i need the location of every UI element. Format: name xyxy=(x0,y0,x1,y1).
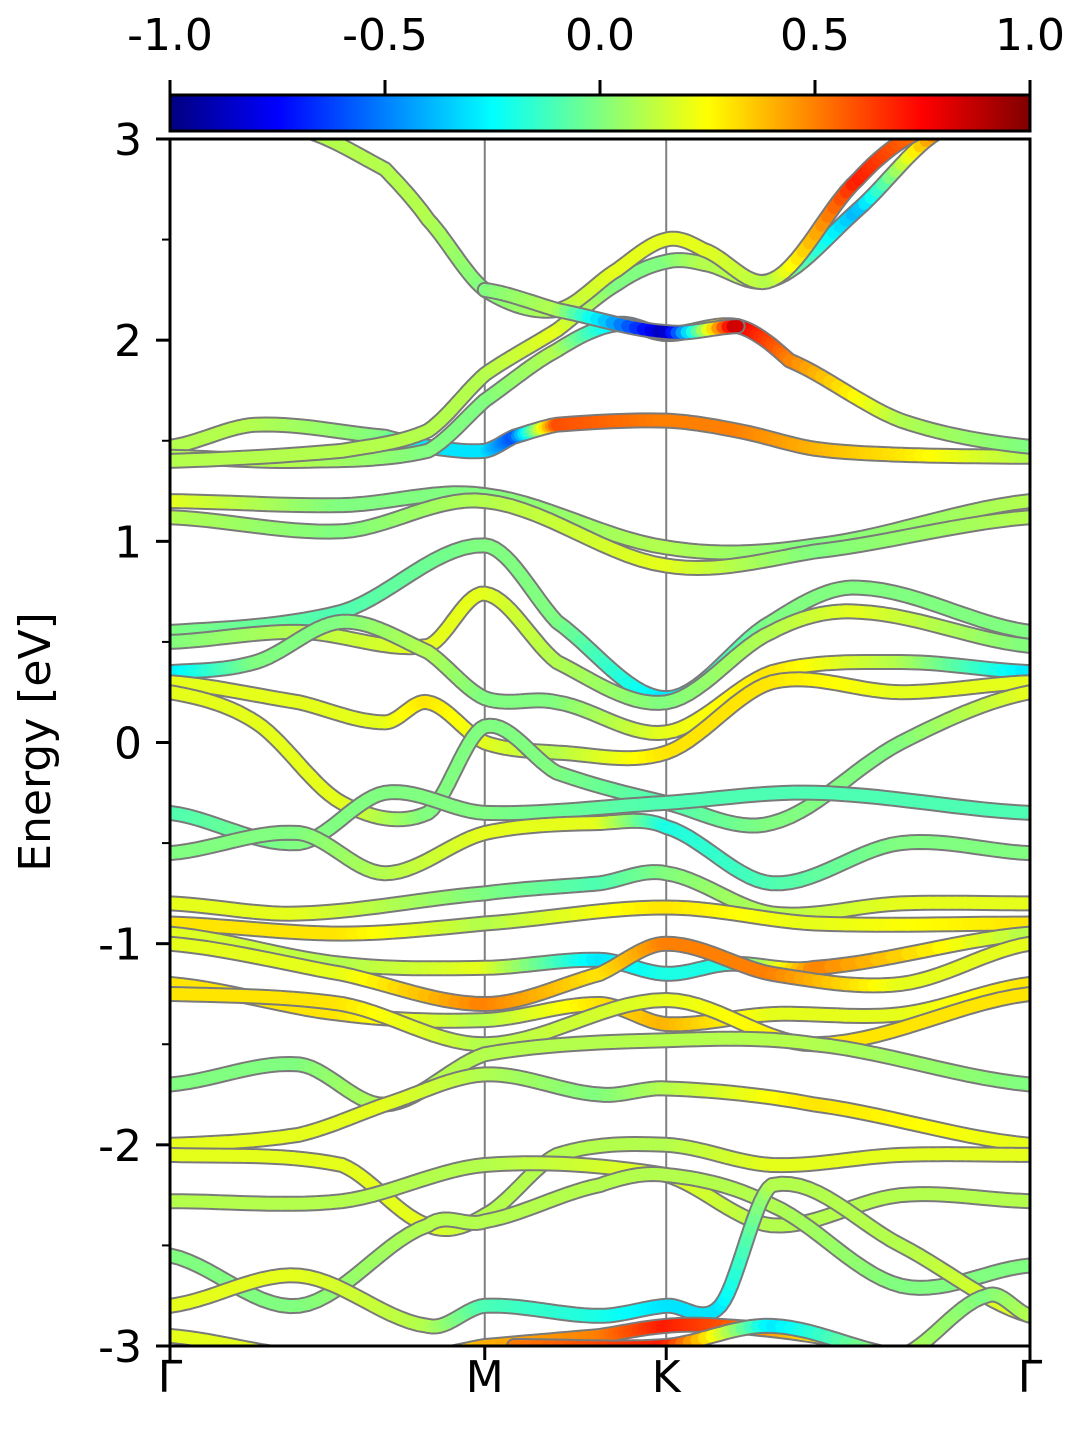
band-13 xyxy=(170,784,1030,852)
colorbar-tick-label: -1.0 xyxy=(127,10,213,61)
y-axis-ticks: 3 2 1 0 -1 -2 -3 xyxy=(98,115,170,1373)
band-segment xyxy=(313,139,330,144)
band-segment xyxy=(1014,977,1030,992)
y-tick-label: 0 xyxy=(114,719,142,770)
colorbar-tick-label: 0.0 xyxy=(565,10,635,61)
band-21 xyxy=(170,1030,1030,1113)
band-segment xyxy=(883,1353,892,1355)
band-segment xyxy=(889,1354,895,1355)
colorbar-gradient xyxy=(168,93,1032,133)
band-segment xyxy=(869,1344,880,1346)
band-segment xyxy=(271,1353,280,1354)
band-23 xyxy=(170,1136,1030,1237)
band-10 xyxy=(170,613,1030,741)
band-segment xyxy=(1011,623,1030,638)
y-tick-label: 1 xyxy=(114,517,142,568)
band-segment xyxy=(463,1342,479,1346)
band-lines xyxy=(170,139,1030,1358)
y-axis-title: Energy [eV] xyxy=(10,612,61,872)
band-1 xyxy=(170,412,1030,465)
band-29 xyxy=(901,1286,1030,1356)
band-segment xyxy=(1008,1137,1030,1151)
band-segment xyxy=(858,1342,878,1346)
band-segment xyxy=(901,1353,907,1356)
band-2 xyxy=(170,315,1030,469)
kpoint-label: Γ xyxy=(158,1352,183,1403)
y-tick-label: -2 xyxy=(98,1121,142,1172)
band-segment xyxy=(460,1343,474,1346)
band-segment xyxy=(908,1343,918,1346)
band-17 xyxy=(170,925,1030,982)
band-segment xyxy=(1008,927,1030,942)
band-outline xyxy=(170,315,1030,469)
band-segment xyxy=(308,1357,317,1358)
band-segment xyxy=(1014,1259,1030,1273)
band-segment xyxy=(883,1353,889,1354)
kpoint-label: M xyxy=(466,1352,504,1403)
colorbar-tick-label: -0.5 xyxy=(342,10,428,61)
band-segment xyxy=(456,1344,469,1346)
band-24 xyxy=(170,1155,1030,1234)
band-28 xyxy=(506,1317,901,1356)
band-16 xyxy=(170,899,1030,942)
band-segment xyxy=(1014,846,1030,860)
band-3 xyxy=(170,139,943,469)
kpoint-label: K xyxy=(652,1352,682,1403)
band-segment xyxy=(428,1356,432,1357)
band-segment xyxy=(1014,686,1030,701)
colorbar-ticks: -1.0 -0.5 0.0 0.5 1.0 xyxy=(127,10,1065,95)
band-segment xyxy=(892,1355,901,1356)
band-segment xyxy=(454,1345,459,1346)
band-segment xyxy=(467,1341,483,1346)
band-segment xyxy=(259,1345,268,1346)
band-22 xyxy=(170,1066,1030,1153)
band-segment xyxy=(299,1356,308,1357)
band-segment xyxy=(454,1344,464,1346)
band-segment xyxy=(1011,638,1030,652)
band-segment xyxy=(436,1355,440,1356)
band-segment xyxy=(1014,937,1030,952)
band-segment xyxy=(1014,439,1030,453)
band-segment xyxy=(432,1355,436,1356)
band-segment xyxy=(1008,988,1030,1003)
band-segment xyxy=(907,139,919,142)
colorbar-tick-label: 0.5 xyxy=(780,10,850,61)
band-segment xyxy=(248,1343,266,1346)
band-segment xyxy=(858,1342,875,1346)
band-segment xyxy=(290,1355,299,1356)
band-segment xyxy=(1008,495,1030,509)
band-segment xyxy=(311,139,322,141)
y-tick-label: -1 xyxy=(98,920,142,971)
band-14 xyxy=(170,812,1030,892)
band-segment xyxy=(440,1354,444,1355)
colorbar-tick-label: 1.0 xyxy=(995,10,1065,61)
band-26 xyxy=(170,1175,1030,1335)
y-tick-label: 2 xyxy=(114,316,142,367)
kpoint-label: Γ xyxy=(1018,1352,1043,1403)
band-segment xyxy=(1008,511,1030,525)
band-segment xyxy=(865,1343,879,1346)
band-segment xyxy=(281,1354,290,1355)
band-segment xyxy=(926,139,939,143)
band-segment xyxy=(874,1345,880,1346)
band-segment xyxy=(444,1353,448,1354)
y-tick-label: -3 xyxy=(98,1322,142,1373)
band-7 xyxy=(170,492,1030,576)
band-segment xyxy=(448,1353,452,1354)
band-18 xyxy=(170,935,1030,1012)
band-25 xyxy=(170,1166,1030,1315)
y-tick-label: 3 xyxy=(114,115,142,166)
band-11 xyxy=(170,671,1030,767)
band-5 xyxy=(476,281,746,341)
band-segment xyxy=(895,1355,901,1356)
band-segment xyxy=(1008,806,1030,819)
band-segment xyxy=(238,1341,258,1346)
band-segment xyxy=(1008,1076,1030,1091)
band-segment xyxy=(1014,665,1030,679)
colorbar: -1.0 -0.5 0.0 0.5 1.0 xyxy=(127,10,1065,133)
band-15 xyxy=(170,864,1030,923)
band-outline xyxy=(170,139,943,469)
